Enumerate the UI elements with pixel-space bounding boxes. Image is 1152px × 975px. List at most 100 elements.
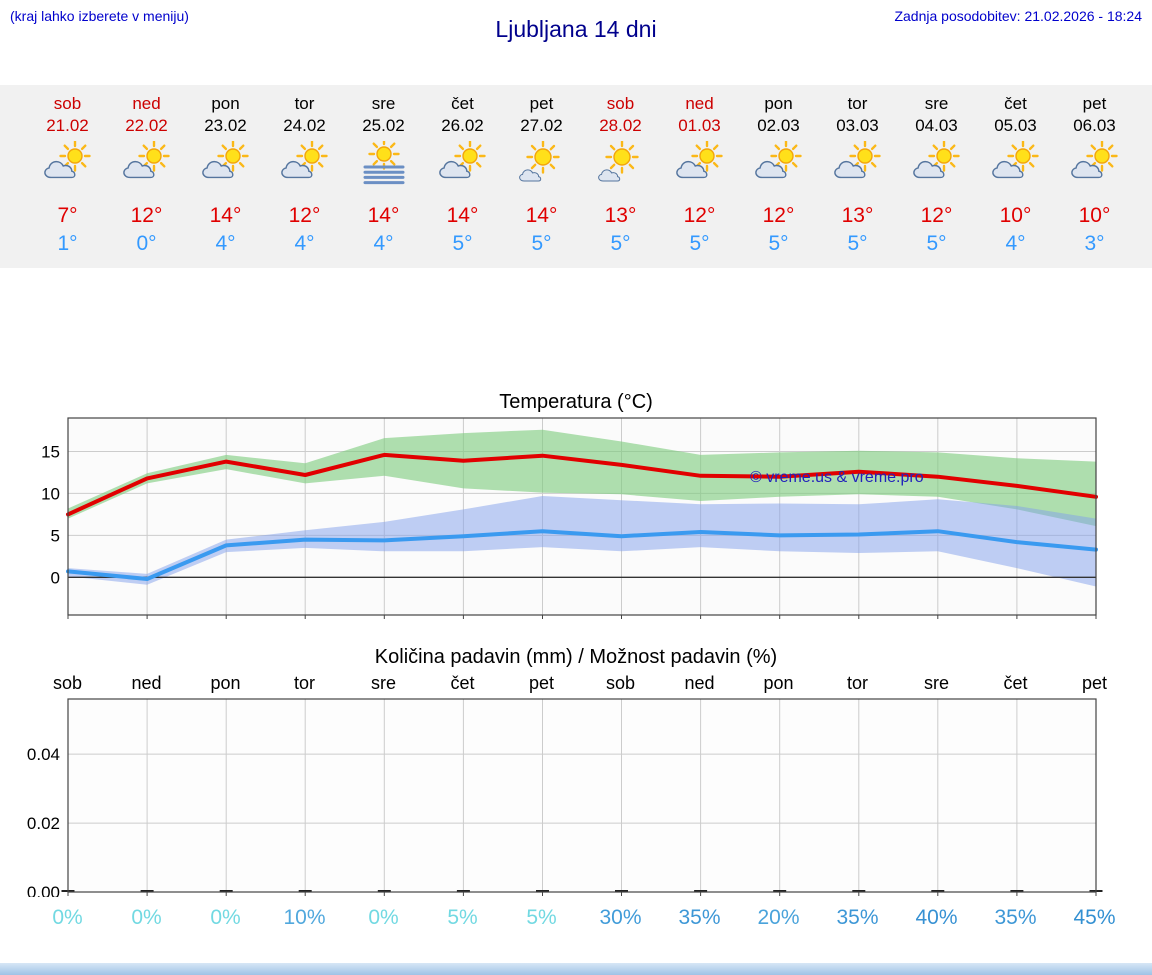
partly-cloudy-icon xyxy=(991,140,1039,179)
partly-cloudy-icon xyxy=(280,140,328,179)
low-temp: 5° xyxy=(847,232,868,255)
precip-day-label: ned xyxy=(131,673,162,693)
high-temp: 12° xyxy=(762,204,795,227)
weather-icon-wrap xyxy=(107,137,186,191)
day-date: 03.03 xyxy=(836,116,879,135)
forecast-day: sob 28.02 13° 5° xyxy=(581,93,660,268)
high-temp: 12° xyxy=(288,204,321,227)
precip-bar xyxy=(140,890,154,892)
precip-probability: 5% xyxy=(526,906,557,929)
precip-day-label: čet xyxy=(450,673,475,693)
precip-day-labels: sob ned pon tor sre čet pet sob ned pon tor sre čet p… xyxy=(0,671,1152,697)
temperature-chart-title: Temperatura (°C) xyxy=(499,391,653,413)
min-temp-range xyxy=(68,496,1096,587)
precip-ytick-label: 0.04 xyxy=(27,745,60,764)
high-temp: 10° xyxy=(999,204,1032,227)
temperature-chart: 0 5 10 15 © vreme.us & vreme.pro xyxy=(41,417,1098,619)
sun-small-cloud-icon xyxy=(518,140,560,182)
forecast-day: pet 06.03 10° 3° xyxy=(1055,93,1134,268)
precip-probability: 30% xyxy=(599,906,642,929)
precip-ytick-label: 0.00 xyxy=(27,883,60,897)
partly-cloudy-icon xyxy=(43,140,91,179)
precip-bar xyxy=(219,890,233,892)
partly-cloudy-icon xyxy=(438,140,486,179)
day-date: 21.02 xyxy=(46,116,89,135)
low-temp: 5° xyxy=(610,232,631,255)
partly-cloudy-icon xyxy=(201,140,249,179)
weather-icon-wrap xyxy=(581,137,660,191)
precip-bar xyxy=(377,890,391,892)
precip-bar xyxy=(694,890,708,892)
sun-small-cloud-icon xyxy=(597,140,639,182)
day-name: pon xyxy=(211,94,240,113)
forecast-day: ned 22.02 12° 0° xyxy=(107,93,186,268)
low-temp: 3° xyxy=(1084,232,1105,255)
forecast-day: pon 23.02 14° 4° xyxy=(186,93,265,268)
weather-icon-wrap xyxy=(423,137,502,191)
day-name: sob xyxy=(606,94,635,113)
low-temp: 0° xyxy=(136,232,157,255)
partly-cloudy-icon xyxy=(122,140,170,179)
low-temp: 5° xyxy=(768,232,789,255)
day-name: pon xyxy=(764,94,793,113)
weather-icon-wrap xyxy=(502,137,581,191)
precipitation-chart-title: Količina padavin (mm) / Možnost padavin … xyxy=(374,646,778,668)
day-name: ned xyxy=(132,94,161,113)
watermark-link[interactable]: © vreme.us & vreme.pro xyxy=(750,469,924,486)
day-name: tor xyxy=(847,94,868,113)
top-bar: (kraj lahko izberete v meniju) Ljubljana… xyxy=(0,0,1152,85)
precip-probability: 35% xyxy=(994,906,1037,929)
precip-probability: 20% xyxy=(757,906,800,929)
forecast-day: čet 26.02 14° 5° xyxy=(423,93,502,268)
precip-probability: 0% xyxy=(368,906,399,929)
precip-day-label: čet xyxy=(1003,673,1028,693)
forecast-day: pet 27.02 14° 5° xyxy=(502,93,581,268)
precip-probability: 40% xyxy=(915,906,958,929)
high-temp: 14° xyxy=(209,204,242,227)
footer-banner xyxy=(0,963,1152,975)
day-date: 02.03 xyxy=(757,116,800,135)
precip-probability: 35% xyxy=(678,906,721,929)
day-name: sob xyxy=(53,94,82,113)
weather-icon-wrap xyxy=(739,137,818,191)
day-name: sre xyxy=(371,94,396,113)
precip-day-label: pon xyxy=(210,673,241,693)
day-date: 26.02 xyxy=(441,116,484,135)
precip-probability-row: 0% 0% 0% 10% 0% 5% 5% 30% 35% 20% 35% 40% 35% 45% xyxy=(0,905,1152,933)
forecast-day: pon 02.03 12° 5° xyxy=(739,93,818,268)
precip-day-label: pon xyxy=(763,673,794,693)
day-name: ned xyxy=(685,94,714,113)
precip-bar xyxy=(773,890,787,892)
forecast-day: sre 25.02 14° 4° xyxy=(344,93,423,268)
weather-icon-wrap xyxy=(660,137,739,191)
fog-icon xyxy=(363,138,404,185)
low-temp: 5° xyxy=(689,232,710,255)
partly-cloudy-icon xyxy=(833,140,881,179)
high-temp: 12° xyxy=(683,204,716,227)
low-temp: 5° xyxy=(531,232,552,255)
forecast-strip: sob 21.02 7° 1° ned 22.02 12° 0° pon 23.02 14° 4° to… xyxy=(0,85,1152,268)
low-temp: 5° xyxy=(452,232,473,255)
low-temp: 4° xyxy=(373,232,394,255)
high-temp: 14° xyxy=(525,204,558,227)
high-temp: 14° xyxy=(446,204,479,227)
precip-bar xyxy=(931,890,945,892)
min-temp-line xyxy=(66,529,1098,581)
partly-cloudy-icon xyxy=(1070,140,1118,179)
precip-day-label: sre xyxy=(370,673,396,693)
low-temp: 4° xyxy=(294,232,315,255)
temp-ytick-label: 10 xyxy=(41,484,60,503)
low-temp: 4° xyxy=(1005,232,1026,255)
precip-bar xyxy=(298,890,312,892)
precip-day-label: tor xyxy=(293,673,315,693)
day-date: 22.02 xyxy=(125,116,168,135)
partly-cloudy-icon xyxy=(675,140,723,179)
weather-icon-wrap xyxy=(976,137,1055,191)
day-date: 06.03 xyxy=(1073,116,1116,135)
day-date: 27.02 xyxy=(520,116,563,135)
partly-cloudy-icon xyxy=(912,140,960,179)
forecast-day: ned 01.03 12° 5° xyxy=(660,93,739,268)
forecast-day: tor 24.02 12° 4° xyxy=(265,93,344,268)
forecast-day: sob 21.02 7° 1° xyxy=(28,93,107,268)
temp-ytick-label: 15 xyxy=(41,443,60,462)
